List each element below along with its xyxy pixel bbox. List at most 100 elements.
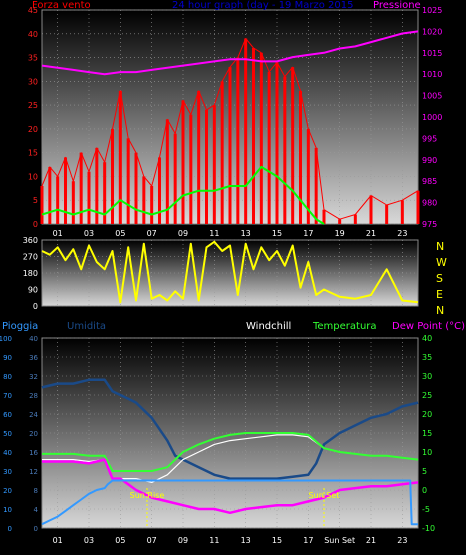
x-tick: 13: [241, 229, 251, 238]
temp-y-tick: -5: [422, 505, 430, 514]
temp-y-tick: 0: [422, 486, 427, 495]
x-tick-bottom: 11: [209, 536, 219, 545]
x-tick-bottom: 17: [303, 536, 313, 545]
rain-y-tick: 100: [0, 335, 12, 343]
temp-y-tick: 40: [422, 334, 432, 343]
x-tick-bottom: 03: [84, 536, 94, 545]
pressure-y-tick: 1015: [422, 49, 442, 58]
x-tick: 07: [147, 229, 157, 238]
wind-y-tick: 5: [33, 196, 38, 205]
x-tick: 09: [178, 229, 188, 238]
rain-label: Pioggia: [2, 321, 39, 332]
temperature-label: Temperatura: [313, 321, 377, 332]
temperature-line: [42, 432, 419, 472]
temp-y-tick: -10: [422, 524, 435, 533]
direction-y-tick: 270: [23, 253, 38, 262]
rain-y-tick: 10: [3, 506, 12, 514]
temp-y-tick: 35: [422, 353, 432, 362]
dir-n-top: N: [436, 240, 445, 253]
x-tick: 17: [303, 229, 313, 238]
wind-avg-line: [41, 165, 325, 225]
x-tick: 03: [84, 229, 94, 238]
x-tick-bottom: 15: [272, 536, 282, 545]
dir-e: E: [436, 288, 443, 301]
dir-w: W: [436, 256, 447, 269]
x-tick-bottom: 13: [241, 536, 251, 545]
dir-n-bottom: N: [436, 304, 445, 317]
pressure-label: Pressione: [373, 0, 421, 11]
wind-force-label: Forza vento: [32, 0, 91, 11]
wind-y-tick: 0: [33, 220, 38, 229]
wind-y-tick: 20: [28, 125, 38, 134]
rain-y-tick: 30: [3, 468, 12, 476]
temp-y-tick: 20: [422, 410, 432, 419]
rain-y-tick: 60: [3, 411, 12, 419]
direction-y-tick: 360: [23, 236, 38, 245]
x-tick: 05: [115, 229, 125, 238]
humidity-y-tick: 0: [34, 525, 38, 533]
humidity-y-tick: 12: [29, 468, 38, 476]
rain-y-tick: 50: [3, 430, 12, 438]
dew-point-line: [42, 458, 419, 515]
x-tick-bottom: 01: [53, 536, 63, 545]
humidity-label: Umidita: [67, 321, 107, 332]
pressure-y-tick: 1020: [422, 27, 442, 36]
humidity-y-tick: 24: [29, 411, 38, 419]
wind-y-tick: 30: [28, 77, 38, 86]
rain-y-tick: 0: [8, 525, 12, 533]
humidity-y-tick: 8: [34, 487, 38, 495]
x-tick-bottom: 21: [366, 536, 376, 545]
wind-y-tick: 15: [28, 149, 38, 158]
temp-y-tick: 25: [422, 391, 432, 400]
x-tick: 19: [335, 229, 345, 238]
pressure-y-tick: 1000: [422, 113, 442, 122]
wind-y-tick: 35: [28, 54, 38, 63]
x-tick-bottom: Sun Set: [324, 536, 355, 545]
rain-y-tick: 70: [3, 392, 12, 400]
pressure-y-tick: 1005: [422, 92, 442, 101]
wind-y-tick: 10: [28, 172, 38, 181]
rain-y-tick: 80: [3, 373, 12, 381]
x-tick-bottom: 23: [397, 536, 407, 545]
dir-s: S: [436, 272, 443, 285]
temp-y-tick: 10: [422, 448, 432, 457]
humidity-line: [41, 378, 419, 480]
temp-y-tick: 15: [422, 429, 432, 438]
x-tick: 23: [397, 229, 407, 238]
pressure-y-tick: 995: [422, 134, 437, 143]
humidity-y-tick: 16: [29, 449, 38, 457]
temp-y-tick: 5: [422, 467, 427, 476]
direction-y-tick: 90: [28, 286, 38, 295]
humidity-y-tick: 40: [29, 335, 38, 343]
pressure-y-tick: 985: [422, 177, 437, 186]
rain-y-tick: 90: [3, 354, 12, 362]
pressure-y-tick: 975: [422, 220, 437, 229]
x-tick: 15: [272, 229, 282, 238]
x-tick-bottom: 07: [147, 536, 157, 545]
wind-y-tick: 45: [28, 6, 38, 15]
rain-y-tick: 20: [3, 487, 12, 495]
humidity-y-tick: 36: [29, 354, 38, 362]
humidity-y-tick: 32: [29, 373, 38, 381]
rain-line: [41, 479, 418, 526]
pressure-y-tick: 1025: [422, 6, 442, 15]
pressure-y-tick: 990: [422, 156, 437, 165]
x-tick: 21: [366, 229, 376, 238]
pressure-line: [41, 30, 419, 76]
windchill-label: Windchill: [246, 321, 292, 332]
wind-line: [41, 38, 419, 220]
temp-y-tick: 30: [422, 372, 432, 381]
x-tick-bottom: 09: [178, 536, 188, 545]
dew-point-label: Dew Point (°C): [392, 321, 466, 332]
wind-y-tick: 40: [28, 30, 38, 39]
humidity-y-tick: 4: [34, 506, 39, 514]
x-tick-bottom: 05: [115, 536, 125, 545]
direction-y-tick: 180: [23, 269, 38, 278]
x-tick: 11: [209, 229, 219, 238]
direction-line: [41, 240, 419, 304]
humidity-y-tick: 20: [29, 430, 38, 438]
sun-marker-label: Sun Set: [309, 491, 340, 500]
graph-title: 24 hour graph (day - 19 Marzo 2015: [172, 0, 354, 11]
